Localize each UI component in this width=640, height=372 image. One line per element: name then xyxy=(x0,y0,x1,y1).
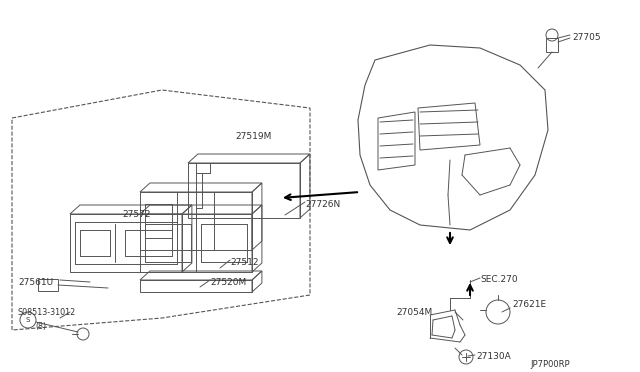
Text: JP7P00RP: JP7P00RP xyxy=(530,360,570,369)
Text: S08513-31012: S08513-31012 xyxy=(18,308,76,317)
Text: 27520M: 27520M xyxy=(210,278,246,287)
Text: 27726N: 27726N xyxy=(305,200,340,209)
Text: (8): (8) xyxy=(35,322,46,331)
Text: 27621E: 27621E xyxy=(512,300,546,309)
Text: 27054M: 27054M xyxy=(396,308,432,317)
Text: 27519M: 27519M xyxy=(235,132,271,141)
Text: 27561U: 27561U xyxy=(18,278,53,287)
Text: 27705: 27705 xyxy=(572,33,600,42)
Text: 27572: 27572 xyxy=(122,210,150,219)
Text: 27130A: 27130A xyxy=(476,352,511,361)
Text: SEC.270: SEC.270 xyxy=(480,275,518,284)
Text: S: S xyxy=(26,317,30,323)
Text: 27512: 27512 xyxy=(230,258,259,267)
